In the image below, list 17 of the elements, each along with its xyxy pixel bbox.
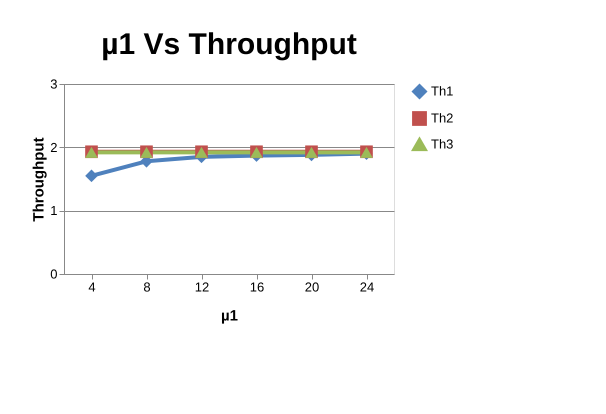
legend-label: Th1 <box>431 84 454 98</box>
x-tick-label: 16 <box>250 280 264 294</box>
y-tick-label: 0 <box>50 266 58 282</box>
x-axis-title: µ1 <box>221 308 238 324</box>
chart-title: µ1 Vs Throughput <box>101 28 357 61</box>
y-tick-label: 2 <box>50 140 58 155</box>
y-tick-label: 3 <box>50 76 58 92</box>
x-tick-label: 4 <box>88 280 96 294</box>
legend-label: Th3 <box>431 136 454 152</box>
point <box>85 170 98 182</box>
y-tick-label: 1 <box>50 203 58 218</box>
x-tick-label: 8 <box>143 280 151 294</box>
y-axis-title: Throughput <box>30 137 48 222</box>
x-tick-label: 24 <box>360 280 374 294</box>
legend-label: Th2 <box>431 110 454 126</box>
x-tick-label: 12 <box>194 280 210 294</box>
x-tick-label: 20 <box>304 280 320 294</box>
